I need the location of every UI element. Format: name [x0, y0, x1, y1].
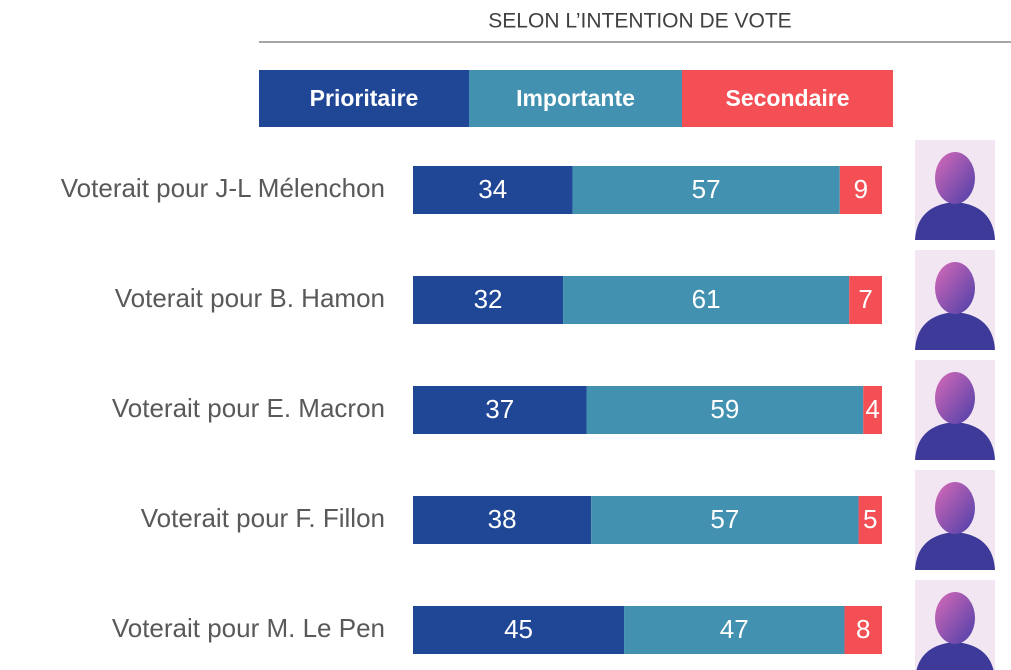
- value-label: 9: [854, 174, 868, 204]
- portrait-head: [935, 482, 975, 534]
- category-label: Voterait pour J-L Mélenchon: [61, 173, 385, 203]
- legend-label: Prioritaire: [310, 85, 419, 111]
- chart: SELON L’INTENTION DE VOTE Prioritaire Imp…: [0, 0, 1011, 670]
- value-label: 32: [474, 284, 503, 314]
- category-label: Voterait pour B. Hamon: [115, 283, 385, 313]
- category-label: Voterait pour M. Le Pen: [112, 613, 385, 643]
- value-label: 57: [692, 174, 721, 204]
- legend-label: Importante: [516, 85, 635, 111]
- category-label: Voterait pour E. Macron: [112, 393, 385, 423]
- portrait-head: [935, 592, 975, 644]
- value-label: 47: [720, 614, 749, 644]
- chart-title: SELON L’INTENTION DE VOTE: [488, 10, 791, 33]
- value-label: 59: [710, 394, 739, 424]
- portrait-head: [935, 372, 975, 424]
- portrait-head: [935, 262, 975, 314]
- value-label: 61: [692, 284, 721, 314]
- category-label: Voterait pour F. Fillon: [141, 503, 385, 533]
- value-label: 4: [865, 394, 879, 424]
- value-label: 7: [858, 284, 872, 314]
- legend-label: Secondaire: [726, 85, 850, 111]
- value-label: 34: [478, 174, 507, 204]
- value-label: 8: [856, 614, 870, 644]
- value-label: 5: [863, 504, 877, 534]
- value-label: 38: [488, 504, 517, 534]
- value-label: 45: [504, 614, 533, 644]
- portrait-head: [935, 152, 975, 204]
- value-label: 57: [710, 504, 739, 534]
- value-label: 37: [485, 394, 514, 424]
